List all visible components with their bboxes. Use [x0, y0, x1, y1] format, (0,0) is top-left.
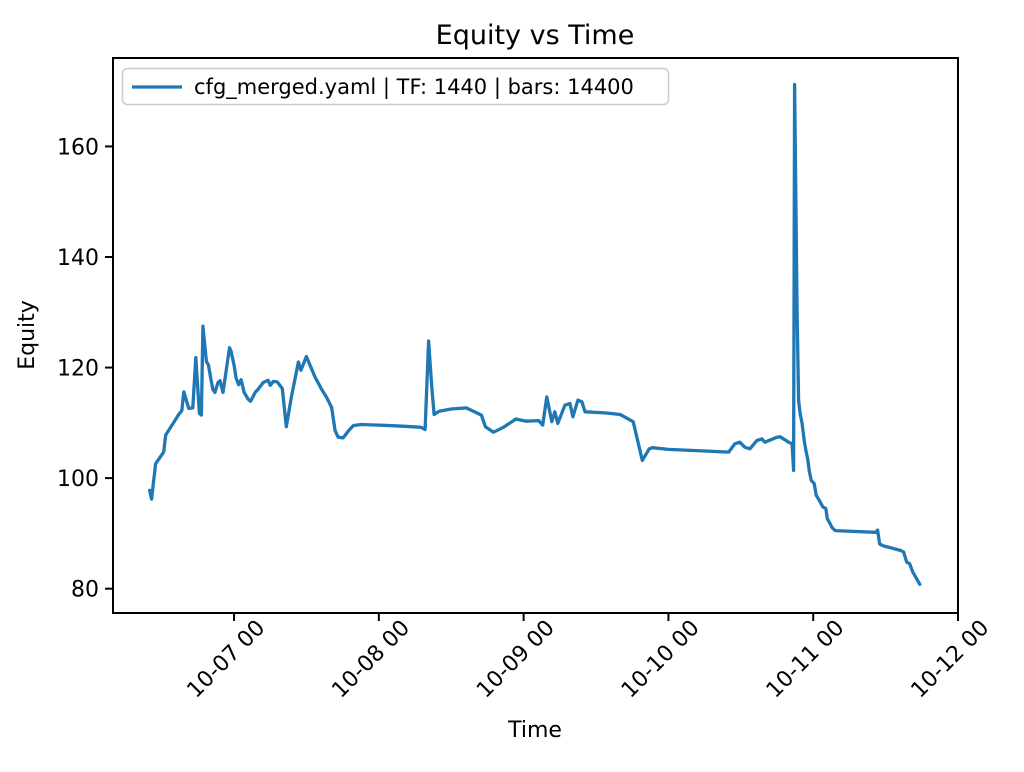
- plot-area: 10-07 00 10-08 00 10-09 00 10-10 00 10-11 00…: [57, 57, 995, 704]
- y-tick-label: 80: [71, 578, 99, 603]
- x-tick-label: 10-10 00: [617, 616, 705, 704]
- y-tick-label: 160: [57, 135, 99, 160]
- x-axis-label: Time: [507, 718, 562, 743]
- y-tick-label: 140: [57, 246, 99, 271]
- x-tick-label: 10-11 00: [762, 616, 850, 704]
- x-tick-label: 10-09 00: [472, 616, 560, 704]
- y-tick-label: 120: [57, 357, 99, 382]
- equity-line: [147, 82, 922, 586]
- chart-title: Equity vs Time: [436, 20, 635, 51]
- legend-label: cfg_merged.yaml | TF: 1440 | bars: 14400: [194, 75, 634, 100]
- x-tick-label: 10-12 00: [907, 616, 995, 704]
- plot-border: [112, 57, 959, 614]
- y-tick-label: 100: [57, 467, 99, 492]
- legend: cfg_merged.yaml | TF: 1440 | bars: 14400: [121, 67, 670, 106]
- y-axis-label: Equity: [15, 300, 40, 370]
- legend-box: [121, 67, 670, 106]
- x-tick-label: 10-07 00: [183, 616, 271, 704]
- x-tick-label: 10-08 00: [327, 616, 415, 704]
